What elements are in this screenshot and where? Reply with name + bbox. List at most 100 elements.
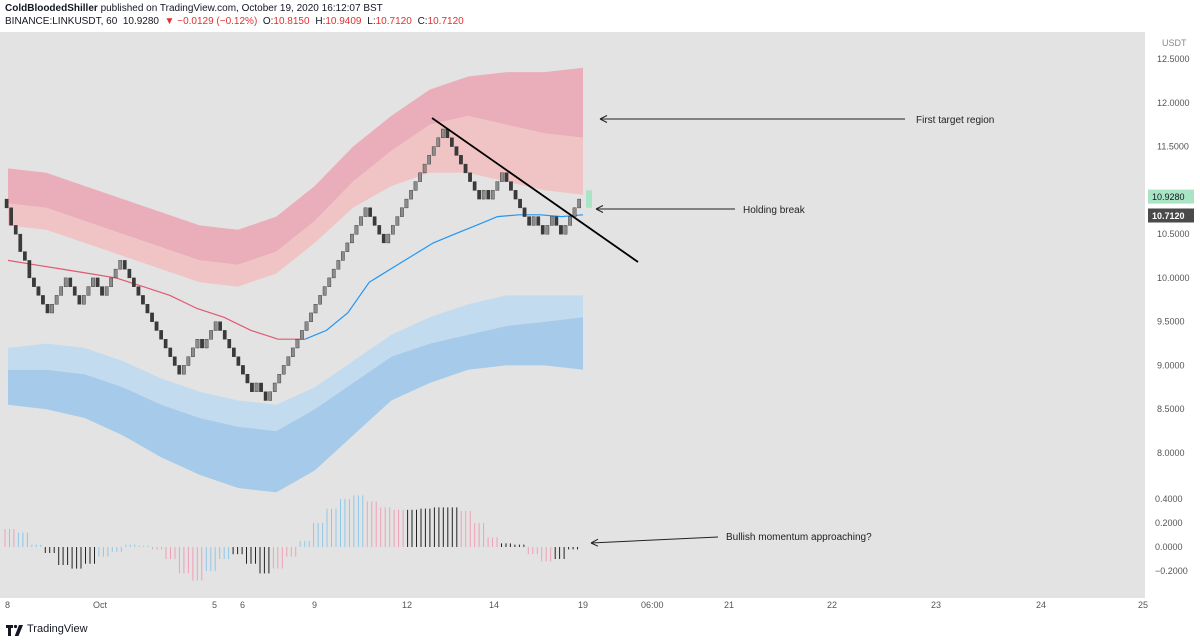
histogram-tick-label: −0.2000: [1155, 566, 1188, 576]
close-key: C:: [417, 16, 428, 27]
histogram-tick-label: 0.0000: [1155, 542, 1183, 552]
price-tick-label: 12.0000: [1157, 98, 1190, 108]
time-tick-label: 5: [212, 600, 217, 610]
renko-brick: [341, 251, 345, 261]
renko-brick: [63, 277, 68, 287]
time-tick-label: 06:00: [641, 600, 664, 610]
renko-brick: [377, 225, 382, 235]
renko-brick: [459, 155, 463, 165]
renko-brick: [409, 190, 413, 200]
price-tick-label: 8.5000: [1157, 404, 1185, 414]
renko-brick: [141, 295, 145, 305]
renko-brick: [236, 356, 241, 366]
renko-brick: [436, 137, 441, 147]
brand-name[interactable]: TradingView: [27, 623, 88, 635]
price-chart[interactable]: First target region Holding break Bullis…: [0, 32, 1200, 610]
renko-brick: [136, 286, 141, 296]
price-tick-label: 10.0000: [1157, 273, 1190, 283]
renko-brick: [300, 330, 304, 340]
renko-brick: [177, 365, 182, 375]
renko-brick: [441, 128, 445, 139]
lower-band-outer: [8, 317, 583, 493]
renko-brick: [427, 155, 431, 165]
renko-brick: [268, 391, 272, 401]
renko-brick: [172, 356, 177, 366]
renko-brick: [23, 251, 27, 261]
lower-band-inner: [8, 295, 583, 432]
renko-brick: [354, 225, 359, 235]
renko-brick: [68, 277, 73, 287]
price-tick-label: 10.5000: [1157, 229, 1190, 239]
renko-brick: [218, 321, 222, 331]
renko-brick: [413, 181, 418, 191]
renko-brick: [200, 339, 204, 349]
renko-brick: [131, 277, 136, 287]
histogram-tick-label: 0.4000: [1155, 494, 1183, 504]
renko-brick: [500, 172, 504, 182]
renko-brick: [381, 233, 386, 244]
downtrend-line[interactable]: [431, 117, 639, 263]
price-badge-label: 10.7120: [1152, 211, 1185, 221]
renko-brick: [327, 277, 332, 287]
price-change: ▼ −0.0129 (−0.12%): [164, 16, 258, 27]
time-tick-label: 22: [827, 600, 837, 610]
renko-brick: [281, 365, 286, 375]
price-tick-label: 11.5000: [1157, 142, 1189, 152]
renko-brick: [50, 304, 54, 314]
close-value: 10.7120: [427, 16, 464, 27]
time-axis[interactable]: 8 Oct 5 6 9 12 14 19 06:00 21 22 23 24 25: [5, 600, 1148, 610]
renko-brick: [41, 295, 45, 305]
renko-brick: [231, 347, 236, 357]
renko-brick: [32, 277, 36, 287]
upper-band-outer: [8, 67, 583, 265]
renko-brick: [540, 225, 545, 235]
price-badge-label: 10.9280: [1152, 192, 1185, 202]
renko-brick: [309, 312, 313, 322]
renko-brick: [477, 190, 481, 200]
renko-brick: [431, 146, 436, 156]
renko-brick: [295, 339, 300, 349]
renko-brick: [463, 163, 468, 174]
time-tick-label: 8: [5, 600, 10, 610]
renko-brick: [568, 216, 572, 226]
price-tick-label: 9.0000: [1157, 360, 1185, 370]
open-key: O:: [262, 16, 274, 27]
low-value: 10.7120: [375, 16, 412, 27]
author-name[interactable]: ColdBloodedShiller: [5, 3, 98, 14]
renko-brick: [250, 382, 254, 393]
ma-line-blue: [304, 214, 584, 340]
histogram-axis: 0.4000 0.2000 0.0000 −0.2000: [1155, 494, 1188, 576]
axis-unit-label: USDT: [1162, 38, 1187, 48]
renko-brick: [59, 286, 63, 296]
time-tick-label: 9: [312, 600, 317, 610]
low-key: L:: [367, 16, 376, 27]
renko-brick: [495, 181, 500, 191]
tradingview-logo-icon[interactable]: [6, 624, 24, 636]
renko-brick: [195, 339, 200, 349]
renko-brick: [145, 304, 150, 314]
renko-brick: [72, 286, 77, 296]
high-value: 10.9409: [325, 16, 362, 27]
chart-area[interactable]: First target region Holding break Bullis…: [0, 32, 1200, 610]
lower-band: [8, 295, 583, 493]
open-value: 10.8150: [273, 16, 310, 27]
publication-info: published on TradingView.com, October 19…: [100, 3, 383, 14]
renko-brick: [254, 382, 259, 393]
renko-brick: [77, 295, 82, 305]
upper-band-inner: [8, 115, 583, 287]
renko-brick: [263, 391, 268, 401]
renko-brick: [227, 339, 232, 349]
renko-brick: [400, 207, 404, 217]
renko-brick: [313, 304, 318, 314]
annotation-first-target: First target region: [599, 115, 994, 126]
price-axis[interactable]: USDT 12.5000 12.0000 11.5000 10.5000 10.0000…: [1157, 38, 1190, 458]
arrow-head-icon: [595, 205, 604, 213]
moving-average-lines: [7, 214, 584, 340]
annotation-text: Bullish momentum approaching?: [726, 532, 872, 543]
renko-bricks: [4, 128, 581, 401]
renko-brick: [472, 181, 477, 191]
renko-brick: [168, 347, 173, 357]
renko-brick: [450, 137, 454, 147]
time-tick-label: Oct: [93, 600, 108, 610]
renko-brick: [536, 216, 541, 226]
